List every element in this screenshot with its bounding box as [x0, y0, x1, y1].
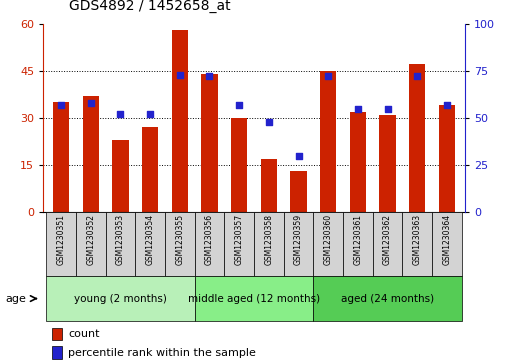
Point	[176, 72, 184, 77]
Text: middle aged (12 months): middle aged (12 months)	[188, 294, 320, 303]
Text: GSM1230353: GSM1230353	[116, 214, 125, 265]
Point	[116, 111, 124, 117]
Point	[354, 106, 362, 111]
Bar	[201, 74, 217, 212]
Text: count: count	[69, 329, 100, 339]
Bar	[291, 171, 307, 212]
Point	[413, 74, 421, 79]
Point	[384, 106, 392, 111]
Point	[205, 74, 213, 79]
Text: GSM1230352: GSM1230352	[86, 214, 95, 265]
Bar	[135, 212, 165, 276]
Bar	[379, 115, 396, 212]
Text: GSM1230362: GSM1230362	[383, 214, 392, 265]
Point	[87, 100, 95, 106]
Bar	[195, 212, 225, 276]
Text: GDS4892 / 1452658_at: GDS4892 / 1452658_at	[69, 0, 230, 13]
Bar	[254, 212, 283, 276]
Bar	[373, 212, 402, 276]
Bar	[313, 276, 462, 321]
Bar	[82, 96, 99, 212]
Text: aged (24 months): aged (24 months)	[341, 294, 434, 303]
Bar	[402, 212, 432, 276]
Text: GSM1230356: GSM1230356	[205, 214, 214, 265]
Text: GSM1230359: GSM1230359	[294, 214, 303, 265]
Text: GSM1230358: GSM1230358	[264, 214, 273, 265]
Point	[443, 102, 451, 108]
Point	[146, 111, 154, 117]
Bar	[195, 276, 313, 321]
Bar	[52, 346, 62, 359]
Text: percentile rank within the sample: percentile rank within the sample	[69, 347, 257, 358]
Bar	[165, 212, 195, 276]
Text: GSM1230355: GSM1230355	[175, 214, 184, 265]
Text: GSM1230364: GSM1230364	[442, 214, 452, 265]
Text: GSM1230360: GSM1230360	[324, 214, 333, 265]
Bar	[261, 159, 277, 212]
Bar	[76, 212, 106, 276]
Bar	[46, 212, 76, 276]
Text: GSM1230361: GSM1230361	[354, 214, 362, 265]
Bar	[283, 212, 313, 276]
Text: GSM1230363: GSM1230363	[413, 214, 422, 265]
Bar	[439, 105, 455, 212]
Bar	[313, 212, 343, 276]
Point	[324, 74, 332, 79]
Bar	[142, 127, 158, 212]
Bar	[225, 212, 254, 276]
Text: GSM1230357: GSM1230357	[235, 214, 244, 265]
Bar	[343, 212, 373, 276]
Bar	[52, 327, 62, 340]
Bar	[320, 71, 336, 212]
Bar	[53, 102, 69, 212]
Point	[295, 153, 303, 159]
Bar	[46, 276, 195, 321]
Text: GSM1230351: GSM1230351	[56, 214, 66, 265]
Text: young (2 months): young (2 months)	[74, 294, 167, 303]
Bar	[172, 30, 188, 212]
Bar	[112, 140, 129, 212]
Text: GSM1230354: GSM1230354	[146, 214, 154, 265]
Bar	[409, 65, 426, 212]
Bar	[231, 118, 247, 212]
Point	[57, 102, 65, 108]
Bar	[350, 112, 366, 212]
Point	[265, 119, 273, 125]
Bar	[106, 212, 135, 276]
Text: age: age	[5, 294, 26, 303]
Bar	[432, 212, 462, 276]
Point	[235, 102, 243, 108]
